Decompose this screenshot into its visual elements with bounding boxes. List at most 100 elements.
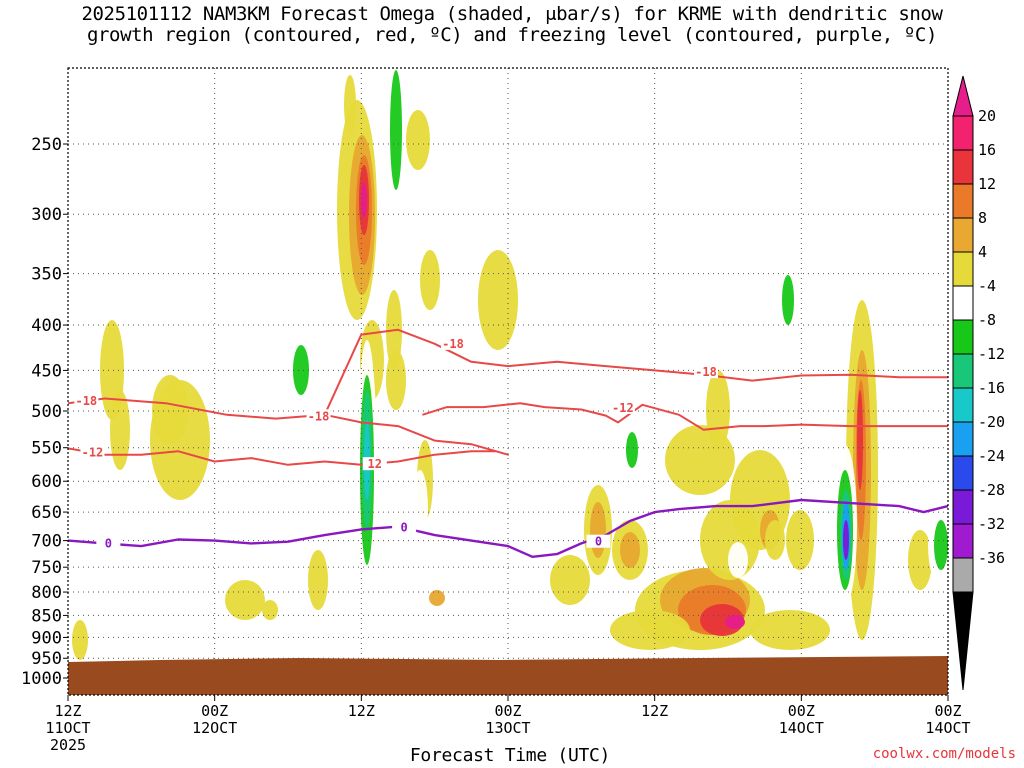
contour-label-minus18: -18 <box>75 394 97 408</box>
omega-patch <box>390 70 402 190</box>
colorbar-tick-label: -24 <box>978 447 1005 465</box>
omega-patch <box>590 502 606 558</box>
omega-patch <box>420 250 440 310</box>
plot-frame <box>67 67 949 696</box>
contour-label-freezing-bg <box>392 520 417 534</box>
x-tick-label: 12Z <box>641 702 668 720</box>
colorbar-box <box>952 285 974 321</box>
colorbar-tick-label: 4 <box>978 243 987 261</box>
omega-patch <box>610 610 690 650</box>
omega-patch <box>765 520 785 560</box>
y-tick-label: 1000 <box>21 669 62 689</box>
omega-patch <box>857 390 863 490</box>
colorbar-tick-label: 8 <box>978 209 987 227</box>
omega-patch <box>582 125 606 235</box>
colorbar-tick-label: -36 <box>978 549 1005 567</box>
y-tick-label: 850 <box>31 606 62 626</box>
contour-label-minus18-bg <box>694 365 718 379</box>
colorbar-box <box>952 149 974 185</box>
ground-layer <box>68 656 948 695</box>
omega-patch <box>786 510 814 570</box>
omega-patch <box>620 532 640 568</box>
contour-label-minus18: -18 <box>695 365 717 379</box>
omega-patch <box>682 346 690 366</box>
omega-patch <box>308 550 328 610</box>
contour-label-freezing-bg <box>586 534 611 548</box>
colorbar-box <box>952 217 974 253</box>
colorbar-box <box>952 387 974 423</box>
colorbar-tick-label: -16 <box>978 379 1005 397</box>
dgz-minus18-contour <box>68 328 948 420</box>
y-tick-label: 500 <box>31 402 62 422</box>
y-tick-label: 250 <box>31 135 62 155</box>
colorbar-tick-label: -28 <box>978 481 1005 499</box>
colorbar-tick-label: 20 <box>978 107 996 125</box>
colorbar-box <box>952 421 974 457</box>
x-tick-label: 00Z <box>494 702 521 720</box>
y-tick-label: 450 <box>31 361 62 381</box>
omega-patch <box>505 70 515 130</box>
plot-border <box>67 67 949 696</box>
omega-patch <box>308 95 328 205</box>
chart-title: 2025101112 NAM3KM Forecast Omega (shaded… <box>0 4 1024 46</box>
omega-patch <box>110 390 130 470</box>
colorbar-box <box>952 115 974 151</box>
omega-patch <box>344 75 356 135</box>
contour-label-minus12-bg <box>80 445 105 459</box>
chart-title-line-1: 2025101112 NAM3KM Forecast Omega (shaded… <box>81 3 943 25</box>
y-tick-label: 950 <box>31 649 62 669</box>
contour-label-minus12: -12 <box>82 446 104 460</box>
y-axis: 2503003504004505005506006507007508008509… <box>21 135 68 689</box>
y-tick-label: 800 <box>31 583 62 603</box>
omega-patch <box>665 425 735 495</box>
colorbar-top-arrow <box>952 75 974 117</box>
omega-patch <box>626 432 638 468</box>
y-tick-label: 700 <box>31 532 62 552</box>
x-tick-label: 12OCT <box>192 719 237 737</box>
x-tick-label: 2025 <box>50 736 86 754</box>
dgz-minus12-upper-contour <box>422 402 948 431</box>
dgz-minus12-lower-contour <box>68 413 509 466</box>
omega-patch <box>908 530 932 590</box>
omega-patch <box>550 555 590 605</box>
omega-patch <box>262 600 278 620</box>
omega-patch <box>360 646 400 658</box>
colorbar-box <box>952 523 974 559</box>
chart-title-line-2: growth region (contoured, red, ºC) and f… <box>86 24 937 46</box>
y-tick-label: 650 <box>31 503 62 523</box>
contour-lines: -18 -18 -18 -18 -12 -12 12 0 0 0 <box>68 328 948 558</box>
colorbar-box <box>952 183 974 219</box>
y-tick-label: 900 <box>31 628 62 648</box>
contour-label-minus18-bg <box>306 409 331 423</box>
omega-patch <box>172 170 228 250</box>
colorbar-box <box>952 455 974 491</box>
y-tick-label: 400 <box>31 316 62 336</box>
x-tick-label: 13OCT <box>485 719 530 737</box>
x-tick-label: 11OCT <box>45 719 90 737</box>
contour-label-freezing: 0 <box>595 535 602 549</box>
omega-patch <box>552 125 564 185</box>
contour-label-minus18-bg <box>441 336 465 350</box>
omega-patch <box>406 110 430 170</box>
omega-patch <box>412 470 428 550</box>
colorbar-box <box>952 353 974 389</box>
y-tick-label: 300 <box>31 205 62 225</box>
contour-label-minus12: -12 <box>612 401 634 415</box>
colorbar-box <box>952 489 974 525</box>
omega-patch <box>386 350 406 410</box>
y-tick-label: 350 <box>31 265 62 285</box>
x-tick-label: 00Z <box>788 702 815 720</box>
x-tick-label: 14OCT <box>779 719 824 737</box>
colorbar-box <box>952 251 974 287</box>
y-tick-label: 750 <box>31 558 62 578</box>
omega-patch <box>262 100 318 280</box>
ground-fill <box>68 656 948 695</box>
contour-label-minus18: -18 <box>308 409 330 423</box>
colorbar-tick-label: -32 <box>978 515 1005 533</box>
omega-patch <box>225 580 265 620</box>
colorbar-bottom-arrow <box>952 591 974 691</box>
omega-patch <box>429 590 445 606</box>
omega-patch <box>885 644 895 656</box>
freezing-level-contour <box>68 498 948 558</box>
